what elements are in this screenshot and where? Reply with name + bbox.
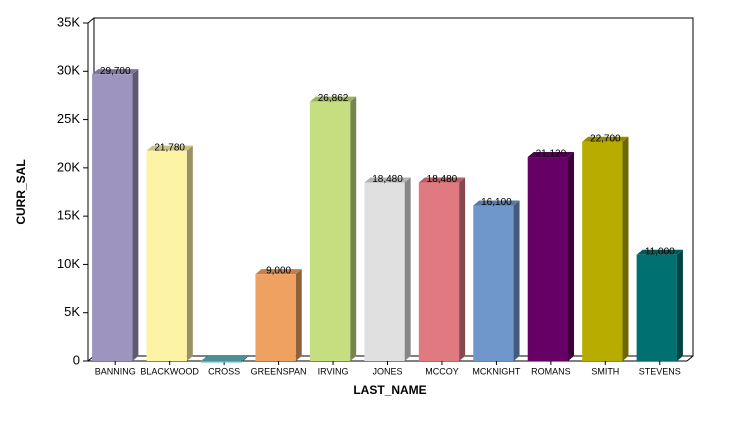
bar <box>146 150 187 361</box>
value-label: 18,480 <box>372 174 403 185</box>
bar <box>582 141 623 361</box>
y-tick-label: 30K <box>57 63 80 78</box>
y-tick-label: 0 <box>73 352 80 367</box>
bar <box>92 74 133 361</box>
x-axis-title: LAST_NAME <box>353 383 426 397</box>
bar-top <box>473 200 520 206</box>
bar-side <box>295 269 302 361</box>
bar-top <box>636 249 683 255</box>
value-label: 18,480 <box>427 174 458 185</box>
bar <box>200 361 242 363</box>
x-tick-label: IRVING <box>318 366 349 376</box>
bar <box>636 254 677 361</box>
y-tick-label: 20K <box>57 159 80 174</box>
bar-side <box>513 200 520 361</box>
frame-edge <box>686 355 694 362</box>
bar <box>527 157 569 361</box>
value-label: 26,862 <box>318 93 349 104</box>
bar-top <box>582 136 629 142</box>
value-label: 21,120 <box>536 149 567 160</box>
bar-top <box>200 356 248 361</box>
bar-side <box>459 177 466 361</box>
y-tick-label: 35K <box>57 14 80 29</box>
bar-top <box>418 177 466 183</box>
y-tick-label: 10K <box>57 256 80 271</box>
bar-top <box>146 145 193 151</box>
x-tick-label: GREENSPAN <box>251 366 307 376</box>
bar-side <box>186 145 193 361</box>
y-axis-title: CURR_SAL <box>14 159 28 224</box>
bar-top <box>255 269 302 275</box>
x-tick-label: MCKNIGHT <box>472 366 520 376</box>
x-tick-label: STEVENS <box>639 366 681 376</box>
x-tick-label: JONES <box>372 366 402 376</box>
bar-side <box>350 96 357 361</box>
bar <box>418 182 460 361</box>
bar-top <box>309 96 357 102</box>
x-tick-label: BANNING <box>95 366 136 376</box>
bar-side <box>404 177 411 361</box>
bar <box>364 182 405 361</box>
value-label: 9,000 <box>266 266 291 277</box>
value-label: 16,100 <box>481 197 512 208</box>
value-label: 11,000 <box>645 246 675 257</box>
bar-side <box>676 249 683 361</box>
bar-side <box>241 356 248 363</box>
y-tick-label: 15K <box>57 208 80 223</box>
x-tick-label: CROSS <box>208 366 240 376</box>
value-label: 22,700 <box>590 133 621 144</box>
x-tick-label: BLACKWOOD <box>140 366 199 376</box>
frame-edge <box>87 17 95 24</box>
bar <box>309 101 351 361</box>
value-label: 21,780 <box>154 142 185 153</box>
bar-side <box>568 152 575 361</box>
bar-top <box>92 69 139 75</box>
bar-side <box>622 136 629 361</box>
bar-side <box>132 69 139 361</box>
x-tick-label: SMITH <box>591 366 619 376</box>
x-tick-label: MCCOY <box>425 366 459 376</box>
x-tick-label: ROMANS <box>531 366 571 376</box>
bar <box>255 274 296 361</box>
y-tick-label: 5K <box>64 304 80 319</box>
bar-top <box>364 177 411 183</box>
bar <box>473 205 514 361</box>
bar-top <box>527 152 575 158</box>
y-tick-label: 25K <box>57 111 80 126</box>
value-label: 29,700 <box>100 66 131 77</box>
